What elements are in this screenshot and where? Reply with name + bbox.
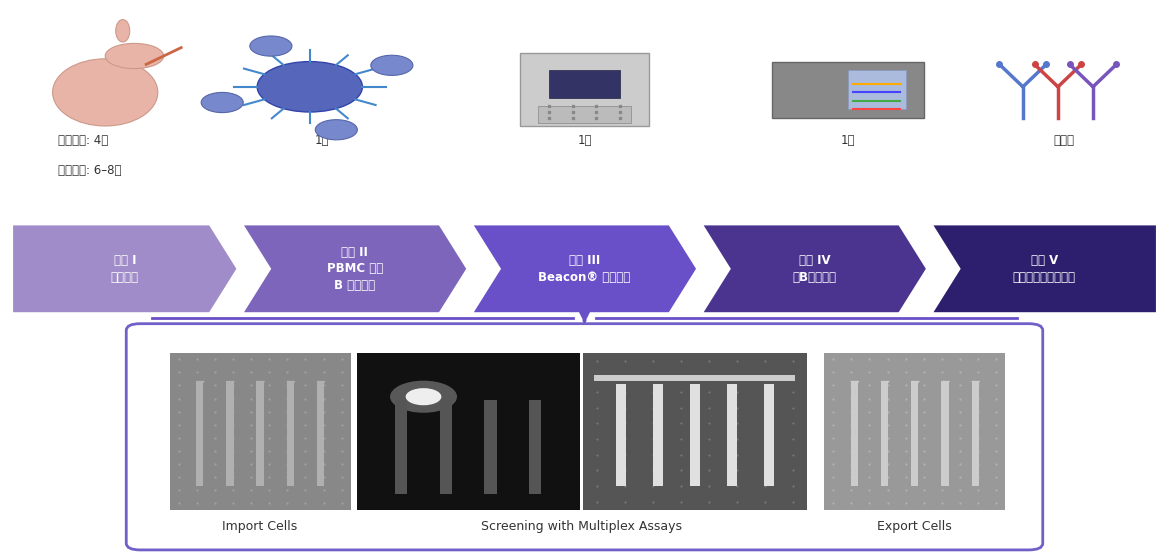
- Bar: [484, 400, 497, 494]
- Text: 阶段 V: 阶段 V: [1031, 254, 1058, 267]
- Bar: [848, 70, 906, 109]
- Text: 阶段 II: 阶段 II: [341, 245, 368, 259]
- Text: 动物免疫: 动物免疫: [111, 270, 139, 284]
- Bar: [196, 381, 203, 486]
- Bar: [851, 381, 858, 486]
- Bar: [538, 106, 631, 123]
- Circle shape: [390, 381, 457, 413]
- Circle shape: [406, 388, 442, 405]
- Bar: [971, 381, 978, 486]
- Bar: [652, 384, 663, 486]
- Circle shape: [250, 36, 292, 56]
- Text: 单B细胞测序: 单B细胞测序: [793, 270, 836, 284]
- Bar: [824, 353, 1005, 510]
- Polygon shape: [701, 224, 927, 314]
- Bar: [317, 381, 324, 486]
- Ellipse shape: [105, 44, 164, 69]
- Bar: [616, 384, 625, 486]
- Circle shape: [201, 92, 243, 113]
- Bar: [530, 400, 541, 494]
- Bar: [911, 381, 919, 486]
- Text: 1周: 1周: [841, 133, 855, 147]
- Text: PBMC 分离: PBMC 分离: [326, 262, 382, 276]
- Circle shape: [316, 120, 358, 140]
- Bar: [765, 384, 774, 486]
- Bar: [727, 384, 738, 486]
- Text: 小规模阳性克隆表达: 小规模阳性克隆表达: [1012, 270, 1075, 284]
- Text: 快速免疫: 4周: 快速免疫: 4周: [58, 133, 109, 147]
- Text: Beacon® 仪器分选: Beacon® 仪器分选: [539, 270, 630, 284]
- FancyBboxPatch shape: [126, 324, 1043, 550]
- Text: 阶段 IV: 阶段 IV: [798, 254, 830, 267]
- Polygon shape: [471, 224, 698, 314]
- Text: Screening with Multiplex Assays: Screening with Multiplex Assays: [482, 520, 682, 533]
- Text: 1天: 1天: [577, 133, 592, 147]
- Polygon shape: [242, 224, 468, 314]
- Polygon shape: [931, 224, 1157, 314]
- Bar: [690, 384, 700, 486]
- Text: 约四天: 约四天: [1053, 133, 1074, 147]
- Bar: [256, 381, 264, 486]
- Bar: [772, 62, 924, 118]
- Bar: [583, 353, 807, 510]
- Bar: [549, 70, 620, 98]
- Bar: [227, 381, 234, 486]
- Ellipse shape: [53, 59, 158, 126]
- Bar: [170, 353, 351, 510]
- Text: Import Cells: Import Cells: [222, 520, 298, 533]
- Bar: [520, 53, 649, 126]
- Bar: [881, 381, 888, 486]
- Circle shape: [371, 55, 413, 76]
- Text: Export Cells: Export Cells: [878, 520, 952, 533]
- Text: 1周: 1周: [314, 133, 328, 147]
- Polygon shape: [12, 224, 238, 314]
- Bar: [395, 400, 407, 494]
- Bar: [595, 375, 795, 381]
- Text: 阶段 III: 阶段 III: [569, 254, 600, 267]
- Text: B 细胞扩增: B 细胞扩增: [334, 279, 375, 292]
- Ellipse shape: [116, 20, 130, 42]
- Bar: [286, 381, 293, 486]
- Text: 阶段 I: 阶段 I: [113, 254, 136, 267]
- Circle shape: [257, 62, 362, 112]
- Bar: [357, 353, 580, 510]
- Bar: [440, 400, 452, 494]
- Bar: [941, 381, 948, 486]
- Text: 传统免疫: 6–8周: 传统免疫: 6–8周: [58, 164, 122, 178]
